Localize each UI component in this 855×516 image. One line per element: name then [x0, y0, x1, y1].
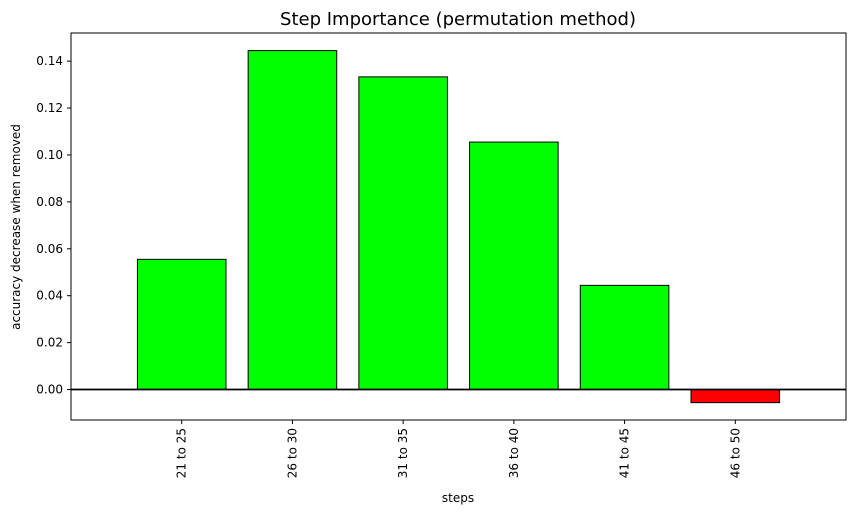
x-tick-label: 21 to 25 — [175, 428, 189, 478]
x-tick-label: 41 to 45 — [618, 428, 632, 478]
x-tick-label: 26 to 30 — [285, 428, 299, 478]
y-tick-label: 0.10 — [36, 148, 63, 162]
y-axis-label: accuracy decrease when removed — [9, 124, 23, 330]
x-tick-label: 31 to 35 — [396, 428, 410, 478]
bar-1 — [136, 258, 227, 391]
chart-title: Step Importance (permutation method) — [280, 9, 636, 30]
y-tick-label: 0.02 — [36, 336, 63, 350]
bar-2 — [247, 50, 338, 391]
bars-group — [136, 50, 781, 404]
plot-frame — [70, 32, 847, 421]
y-axis-ticks: 0.00 0.02 0.04 0.06 0.08 0.10 0.12 0.14 — [36, 54, 71, 397]
bar-3 — [358, 76, 448, 391]
y-tick-label: 0.08 — [36, 195, 63, 209]
y-tick-label: 0.00 — [36, 383, 63, 397]
y-tick-label: 0.14 — [36, 54, 63, 68]
x-tick-label: 46 to 50 — [728, 428, 742, 478]
y-tick-label: 0.12 — [36, 101, 63, 115]
x-tick-label: 36 to 40 — [507, 428, 521, 478]
y-tick-label: 0.06 — [36, 242, 63, 256]
bar-4 — [469, 141, 559, 391]
bar-5 — [579, 284, 670, 391]
bar-6 — [690, 389, 781, 404]
x-axis-ticks: 21 to 25 26 to 30 31 to 35 36 to 40 41 to 45… — [175, 420, 742, 478]
x-axis-label: steps — [442, 491, 474, 505]
y-tick-label: 0.04 — [36, 289, 63, 303]
